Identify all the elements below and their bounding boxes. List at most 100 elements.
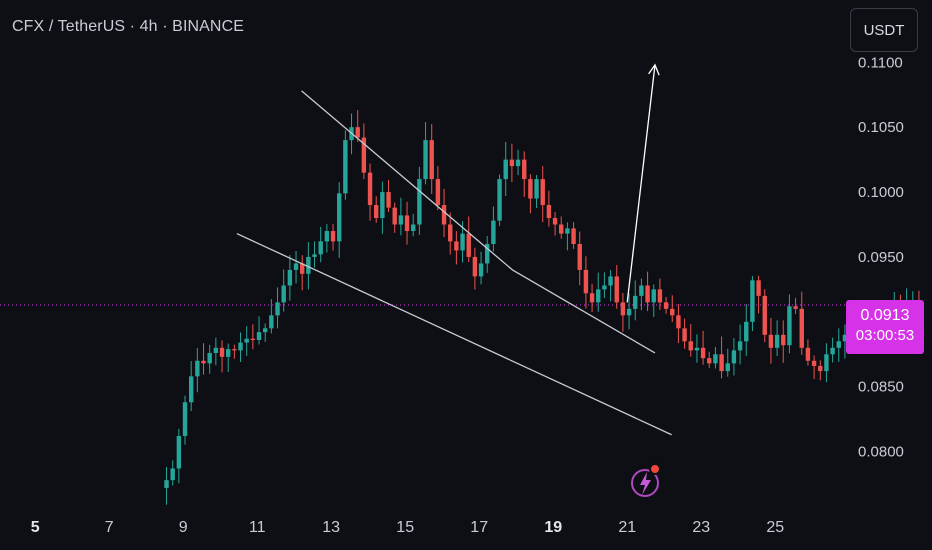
- candle: [571, 222, 576, 249]
- candles-layer: [164, 110, 922, 505]
- candle: [509, 143, 515, 183]
- candle: [472, 247, 478, 290]
- candle-body: [836, 341, 841, 348]
- candle-body: [429, 140, 434, 180]
- price-tick-label: 0.0950: [858, 249, 904, 266]
- candle-body: [700, 347, 706, 359]
- price-axis: 0.1100 0.1050 0.1000 0.0950 0.0850 0.0800: [858, 54, 904, 460]
- candle-body: [589, 293, 595, 303]
- candle-body: [262, 328, 268, 333]
- candle: [694, 334, 700, 363]
- candle-body: [824, 354, 829, 372]
- candle-body: [188, 376, 194, 403]
- candle-body: [306, 256, 311, 274]
- candle: [522, 151, 527, 197]
- candle: [762, 289, 767, 343]
- candle: [824, 343, 829, 383]
- candle-body: [281, 285, 286, 303]
- candle: [398, 197, 404, 236]
- candle-body: [768, 334, 774, 348]
- candle-body: [293, 263, 299, 270]
- candle-body: [663, 302, 669, 309]
- candle-body: [275, 302, 280, 316]
- candle: [429, 124, 434, 194]
- candle: [201, 343, 206, 375]
- currency-button[interactable]: USDT: [850, 8, 918, 52]
- time-tick-label: 5: [31, 519, 40, 536]
- candle-body: [448, 224, 453, 242]
- candle-body: [269, 315, 274, 329]
- candle-body: [238, 342, 243, 351]
- candle: [589, 283, 595, 313]
- candle-body: [522, 159, 527, 180]
- candle-body: [811, 360, 817, 366]
- candle-body: [546, 205, 552, 219]
- candle: [478, 251, 484, 285]
- candle-body: [441, 205, 447, 225]
- projection-arrow-layer: [626, 63, 660, 303]
- candle-body: [620, 302, 626, 316]
- candle-body: [164, 480, 169, 488]
- candle-body: [682, 328, 687, 342]
- candle-body: [232, 349, 237, 351]
- candle-body: [485, 243, 490, 264]
- candle-body: [842, 334, 848, 342]
- candle-body: [565, 228, 570, 234]
- candle: [497, 174, 502, 226]
- candle-body: [398, 215, 404, 225]
- candle: [454, 231, 459, 265]
- candle: [787, 294, 792, 354]
- flash-badge[interactable]: [631, 463, 661, 497]
- candle-body: [472, 256, 478, 277]
- time-tick-label: 25: [766, 519, 784, 536]
- candle-body: [805, 347, 811, 361]
- candle: [300, 255, 305, 291]
- candle-body: [645, 285, 650, 303]
- candle: [719, 336, 724, 379]
- candle-body: [688, 341, 693, 351]
- candle: [312, 241, 317, 268]
- price-tick-label: 0.0800: [858, 444, 904, 461]
- candle-body: [300, 263, 305, 274]
- candle-body: [651, 289, 656, 303]
- candle-body: [374, 205, 379, 219]
- current-price-label: 0.0913: [860, 307, 910, 324]
- candle: [707, 351, 712, 368]
- price-tick-label: 0.1000: [858, 184, 904, 201]
- candle: [577, 231, 582, 286]
- candle-body: [497, 179, 502, 221]
- candle-body: [781, 334, 786, 346]
- candle: [170, 460, 175, 486]
- candle: [256, 316, 262, 345]
- candle-body: [392, 207, 397, 225]
- candle-body: [670, 308, 675, 316]
- candle-body: [830, 347, 835, 355]
- candle-body: [633, 295, 638, 309]
- candle: [663, 296, 669, 314]
- descending-channel: [236, 90, 672, 436]
- candle: [232, 344, 237, 359]
- candle: [626, 293, 632, 330]
- candle: [774, 320, 780, 357]
- candle: [306, 242, 311, 290]
- projection-arrow-shaft: [626, 64, 656, 303]
- candle: [392, 202, 397, 233]
- candle: [700, 330, 706, 365]
- candle-body: [583, 269, 589, 294]
- candle-body: [411, 224, 416, 231]
- candle: [441, 188, 447, 238]
- candle-body: [503, 159, 508, 180]
- candle: [768, 317, 774, 364]
- candle-body: [219, 347, 225, 357]
- candle: [731, 338, 737, 376]
- candle-body: [343, 140, 348, 194]
- candle-body: [170, 468, 175, 481]
- candle: [842, 324, 848, 359]
- candle: [219, 340, 225, 373]
- candle: [750, 275, 755, 332]
- candle: [713, 346, 718, 369]
- candle: [583, 256, 589, 309]
- candle: [269, 299, 274, 334]
- candle-body: [404, 215, 410, 231]
